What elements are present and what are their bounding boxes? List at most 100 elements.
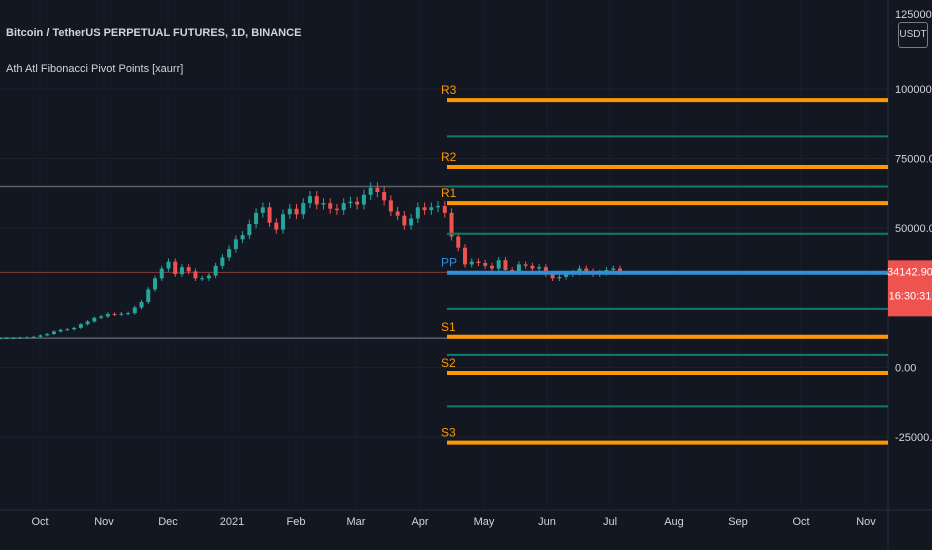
pivot-label: R3 (441, 83, 457, 97)
candle-body (402, 215, 407, 226)
time-tick-label: Dec (158, 516, 178, 528)
candle-body (4, 337, 9, 339)
pivot-label: R2 (441, 150, 457, 164)
candle-body (348, 201, 353, 204)
candle-body (321, 203, 326, 205)
indicator-legend[interactable]: Ath Atl Fibonacci Pivot Points [xaurr] (6, 63, 184, 75)
candle-body (247, 224, 252, 236)
candle-body (442, 205, 447, 213)
candle-body (557, 276, 562, 279)
candle-body (618, 268, 622, 273)
candle-body (489, 265, 494, 269)
candle-body (584, 268, 589, 272)
candle-body (523, 264, 528, 266)
candle-body (254, 212, 259, 225)
candle-body (213, 265, 218, 276)
candle-body (99, 316, 104, 318)
time-tick-label: Oct (31, 516, 48, 528)
candle-body (503, 260, 508, 270)
candle-body (463, 247, 467, 265)
candle-body (483, 263, 488, 266)
price-tick-label: -25000.00 (895, 432, 932, 444)
candle-body (375, 187, 380, 193)
price-tag[interactable] (888, 260, 932, 317)
pivot-label: S3 (441, 426, 456, 440)
candle-body (45, 333, 50, 336)
candle-body (85, 321, 90, 325)
candle-body (146, 289, 151, 302)
candle-body (611, 268, 616, 270)
candle-body (92, 317, 97, 322)
candle-body (112, 313, 117, 315)
candle-body (0, 338, 2, 340)
time-tick-label: Jul (603, 516, 617, 528)
time-tick-label: Apr (411, 516, 428, 528)
candle-body (159, 268, 164, 279)
candle-body (206, 275, 211, 279)
candle-body (267, 207, 272, 223)
candle-body (429, 207, 434, 211)
candle-body (496, 260, 501, 269)
candle-body (31, 336, 36, 338)
price-tag-value: 34142.90 (887, 266, 932, 278)
price-candles (0, 182, 622, 340)
candle-body (510, 269, 515, 272)
chart-title[interactable]: Bitcoin / TetherUS PERPETUAL FUTURES, 1D… (6, 27, 302, 39)
pivot-levels: R3 R2 R1 PP S1 S2 S3 (441, 83, 888, 445)
price-unit-button[interactable]: USDT (898, 22, 928, 48)
price-tick-label: 125000.00 (895, 9, 932, 21)
candle-body (301, 203, 306, 215)
price-tag-countdown: 16:30:31 (889, 290, 932, 302)
candle-body (38, 335, 43, 337)
candle-body (227, 249, 232, 258)
candle-body (476, 261, 481, 263)
candle-body (550, 274, 555, 279)
pivot-label: S2 (441, 356, 456, 370)
candle-body (361, 194, 366, 205)
candle-body (11, 337, 16, 339)
candle-body (469, 261, 474, 265)
candle-body (577, 268, 582, 273)
candle-body (139, 301, 144, 308)
candle-body (220, 257, 225, 266)
candle-body (78, 324, 83, 328)
time-axis: Oct Nov Dec 2021 Feb Mar Apr May Jun Jul Aug Sep Oct… (31, 516, 876, 528)
candle-body (132, 307, 137, 314)
time-tick-label: Oct (792, 516, 809, 528)
candle-body (119, 313, 124, 315)
candle-body (449, 212, 454, 237)
candle-body (274, 222, 279, 230)
candle-body (193, 271, 198, 279)
candle-body (409, 218, 414, 226)
price-tick-label: 50000.00 (895, 223, 932, 235)
candle-body (186, 267, 191, 272)
time-tick-label: Sep (728, 516, 748, 528)
price-axis: 100000.00 75000.00 50000.00 0.00 -25000.00 12… (887, 9, 932, 444)
price-tick-label: 0.00 (895, 362, 916, 374)
candle-body (51, 331, 56, 334)
candle-body (24, 337, 29, 339)
candle-body (294, 208, 299, 215)
candle-body (456, 236, 461, 248)
pivot-label: S1 (441, 320, 456, 334)
time-tick-label: 2021 (220, 516, 244, 528)
candle-body (18, 337, 23, 339)
candle-body (543, 267, 548, 275)
candle-body (436, 205, 441, 208)
candle-body (72, 327, 77, 330)
candle-body (395, 211, 400, 216)
candle-body (314, 196, 319, 205)
candle-body (422, 207, 427, 211)
candle-body (126, 313, 131, 315)
time-tick-label: Feb (287, 516, 306, 528)
price-tick-label: 75000.00 (895, 154, 932, 166)
time-tick-label: Aug (664, 516, 684, 528)
candle-body (328, 203, 333, 209)
candle-body (287, 208, 292, 215)
candle-body (166, 261, 171, 269)
candle-body (179, 267, 184, 275)
time-tick-label: Nov (94, 516, 114, 528)
candle-body (233, 239, 238, 250)
